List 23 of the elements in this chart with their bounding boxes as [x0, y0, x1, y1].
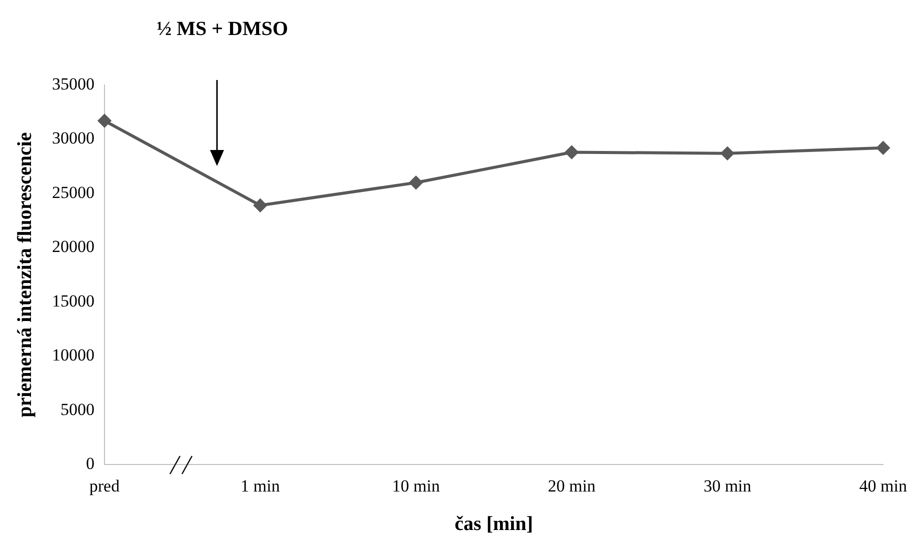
x-tick-label: 40 min: [859, 476, 908, 496]
x-tick-label: 20 min: [548, 476, 596, 496]
y-tick-label: 5000: [60, 400, 94, 419]
y-tick-label: 30000: [52, 128, 94, 148]
point: [409, 176, 422, 190]
y-tick-label: 35000: [52, 74, 94, 94]
x-tick-label: 10 min: [392, 476, 440, 496]
point: [876, 141, 890, 154]
text: ½ MS + DMSO: [156, 18, 288, 41]
x-tick-label: 1 min: [240, 476, 280, 496]
x-axis-title: čas [min]: [454, 513, 533, 536]
point: [98, 114, 111, 128]
y-tick-label: 10000: [52, 346, 94, 365]
x-tick-label: pred: [89, 476, 120, 496]
y-axis-title: priemerná intenzita fluorescencie: [14, 132, 36, 418]
y-tick-label: 20000: [52, 237, 94, 256]
point: [254, 198, 267, 212]
point: [565, 146, 578, 159]
y-tick-label: 0: [86, 454, 94, 474]
y-tick-label: 25000: [52, 182, 94, 202]
y-tick-label: 15000: [52, 291, 94, 310]
point: [720, 146, 734, 160]
x-tick-label: 30 min: [704, 476, 752, 496]
